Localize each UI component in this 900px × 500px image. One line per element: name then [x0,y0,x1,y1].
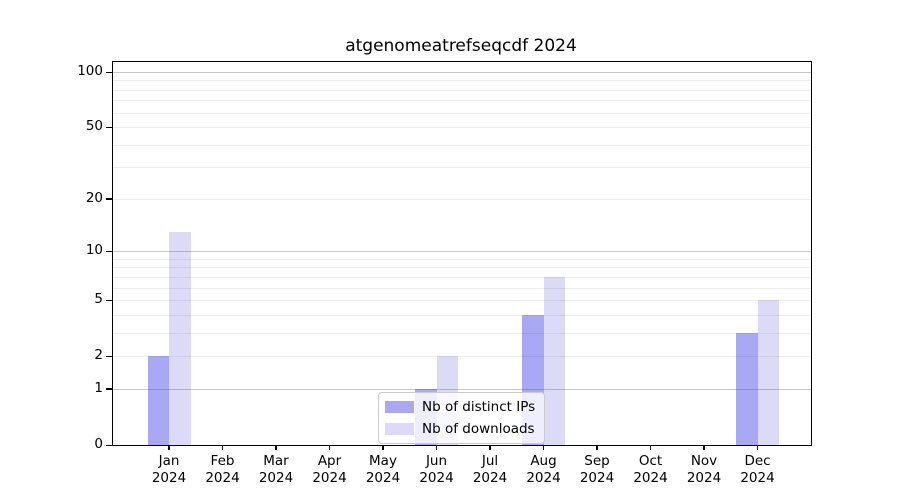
legend: Nb of distinct IPs Nb of downloads [378,392,546,444]
bar-distinct-ips-dec [736,332,758,445]
x-axis-tick-label: Jun 2024 [419,453,454,486]
y-axis-tick-label: 10 [85,242,103,259]
x-axis-tick-label: Feb 2024 [205,453,240,486]
y-gridline-minor [113,276,811,278]
x-axis-tick [649,445,652,450]
x-axis-tick-label: Jan 2024 [151,453,187,486]
x-axis-tick-label: Jul 2024 [472,453,508,486]
y-axis-tick [106,71,112,73]
y-axis-tick-label: 100 [77,63,103,79]
y-axis-tick-label: 20 [85,189,103,206]
y-axis-tick [106,198,112,200]
y-axis-tick [106,355,112,357]
y-gridline-minor [113,198,811,200]
y-gridline-minor [113,100,811,102]
x-axis-tick-label: Dec 2024 [740,453,775,486]
y-axis-tick [106,299,112,301]
x-axis-tick [596,445,598,450]
x-axis-tick-label: Aug 2024 [526,453,561,486]
y-gridline-minor [113,144,811,146]
x-axis-tick [221,445,224,450]
y-gridline-minor [113,287,811,289]
x-axis-tick [756,445,759,450]
x-axis-tick [168,445,170,450]
x-axis-tick [489,445,491,450]
y-gridline-major [113,251,811,253]
y-gridline-major [113,388,811,391]
bar-downloads-jan [169,231,191,445]
y-gridline-major [113,72,811,74]
y-axis-tick-label: 5 [94,291,103,308]
y-axis-tick-label: 0 [94,436,103,452]
x-axis-tick [542,445,545,450]
y-axis-tick-label: 50 [85,118,103,135]
legend-item: Nb of downloads [385,420,535,438]
chart-title: atgenomeatrefseqcdf 2024 [345,36,577,56]
y-gridline-minor [113,300,811,302]
x-axis-tick [328,445,331,450]
y-axis-tick [106,126,112,129]
y-gridline-minor [113,258,811,260]
legend-swatch-downloads [385,423,414,435]
plot-area: 0 1 2 5 10 20 50 100 Jan 2024 Feb 2024 Mar 2024 Apr… [77,61,812,486]
y-gridline-minor [113,89,811,91]
x-axis-tick [382,445,384,450]
y-axis-tick [106,388,112,390]
bar-downloads-dec [757,300,779,445]
y-axis-tick [106,444,112,446]
y-gridline-minor [113,267,811,269]
y-gridline-minor [113,332,811,334]
x-axis-tick-label: Sep 2024 [579,453,615,486]
y-gridline-minor [113,356,811,358]
legend-swatch-distinct-ips [385,401,414,413]
x-axis-tick-label: Oct 2024 [633,453,668,486]
x-axis-tick-label: Mar 2024 [258,453,294,486]
x-axis-tick [435,445,438,450]
y-gridline-minor [113,127,811,129]
x-axis-tick-label: May 2024 [365,453,401,486]
y-axis-tick-label: 2 [94,347,103,364]
x-axis-tick-label: Nov 2024 [686,453,722,486]
x-axis-tick [703,445,705,450]
y-axis-tick-label: 1 [94,379,103,396]
legend-label: Nb of downloads [422,421,535,437]
y-gridline-minor [113,80,811,82]
y-gridline-minor [113,314,811,316]
bar-downloads-aug [543,276,565,445]
y-axis-tick [106,250,112,252]
y-gridline-minor [113,167,811,169]
legend-label: Nb of distinct IPs [422,399,536,415]
x-axis-tick [275,445,277,450]
legend-item: Nb of distinct IPs [385,398,535,416]
x-axis-tick-label: Apr 2024 [312,453,347,486]
y-gridline-minor [113,112,811,114]
bar-distinct-ips-jan [147,356,169,445]
